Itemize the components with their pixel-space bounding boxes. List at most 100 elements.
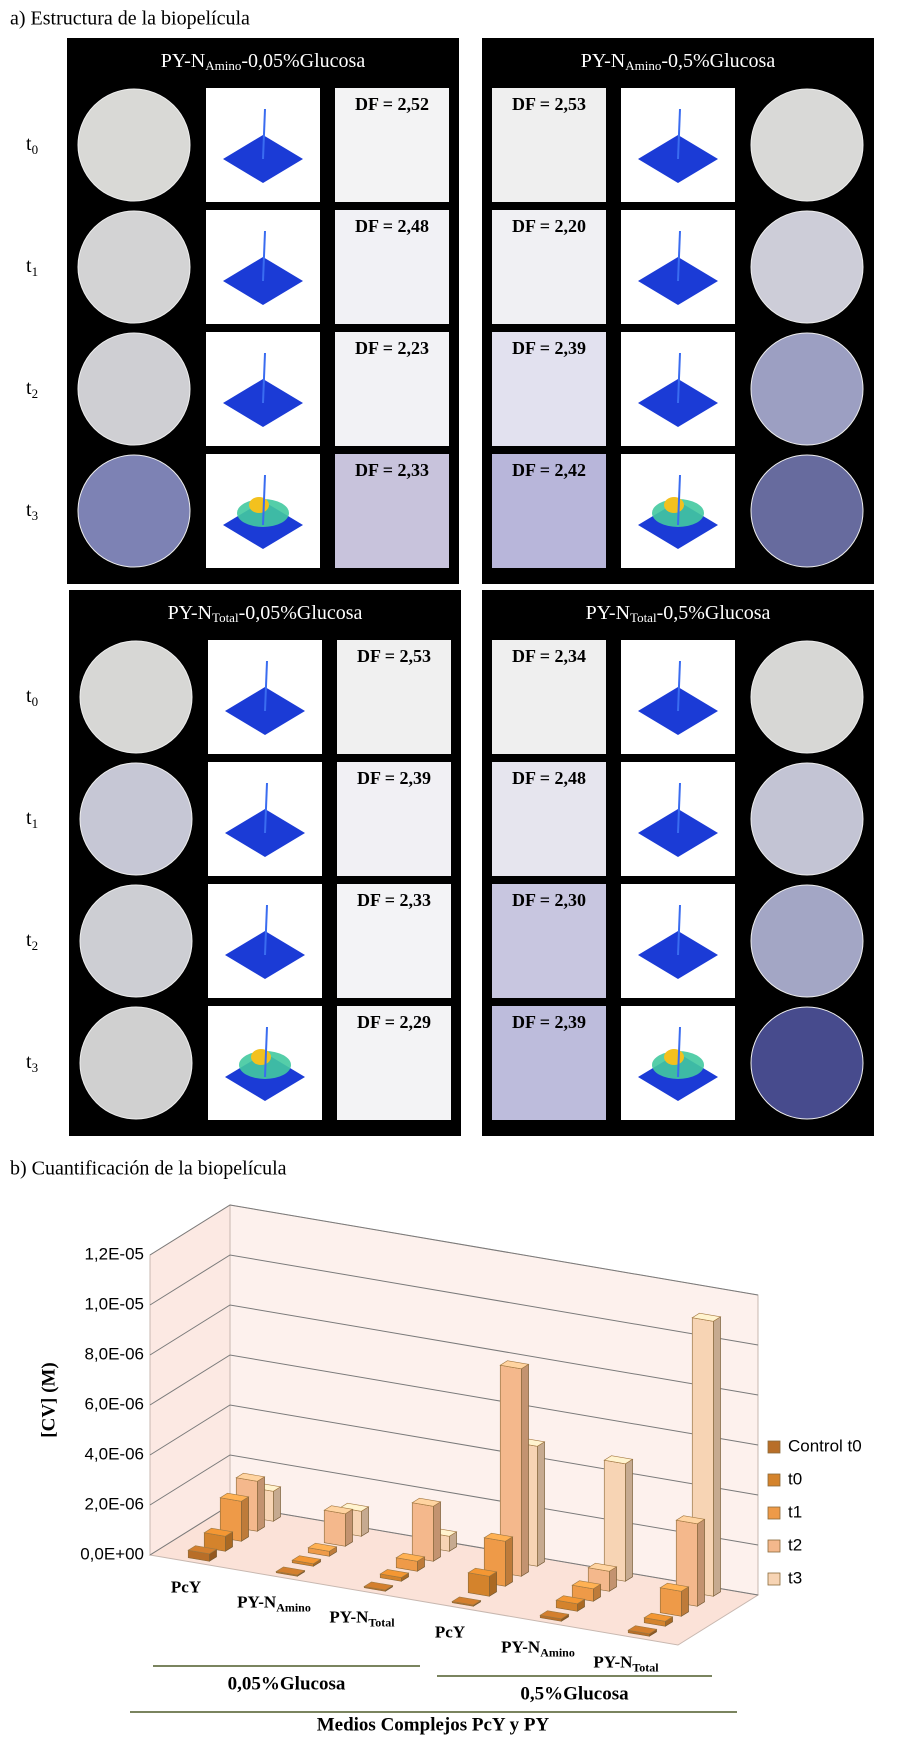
bar-top: [467, 1567, 498, 1577]
legend-label: t2: [788, 1535, 802, 1554]
df-label: DF = 2,29: [357, 1012, 431, 1032]
legend-swatch: [767, 1440, 781, 1454]
row-sub: 0: [32, 694, 39, 709]
bar-top: [691, 1312, 722, 1322]
panel-title: PY-NTotal-0,05%Glucosa: [168, 602, 363, 625]
df-label: DF = 2,48: [355, 216, 429, 236]
title-part: -0,05%Glucosa: [241, 50, 365, 72]
surface-spike: [264, 660, 268, 712]
grayscale-image: [492, 1006, 606, 1120]
bar-side: [361, 1506, 369, 1537]
surface-spike: [264, 782, 268, 834]
micrograph: [79, 1006, 193, 1120]
row-sub: 1: [32, 816, 39, 831]
bar-top: [203, 1527, 234, 1537]
x-tick-label: PY-NAmino: [501, 1637, 575, 1659]
category-name: PY-N: [237, 1592, 277, 1611]
x-tick-label: PY-NAmino: [237, 1592, 311, 1614]
surface-spike: [677, 904, 681, 956]
grayscale-image: [337, 640, 451, 754]
bar: [659, 1587, 682, 1617]
surface-spike: [262, 352, 266, 404]
bar-top: [571, 1580, 602, 1590]
grayscale-image: [337, 884, 451, 998]
micrograph: [79, 884, 193, 998]
bar-side: [273, 1486, 281, 1522]
micrograph: [79, 762, 193, 876]
bar-side: [537, 1441, 545, 1567]
y-tick-label: 1,0E-05: [84, 1294, 144, 1313]
grayscale-image: [335, 210, 449, 324]
surface-spike: [262, 230, 266, 282]
row-main: t: [26, 807, 32, 829]
bar-side: [713, 1316, 721, 1597]
row-sub: 1: [32, 264, 39, 279]
bar-side: [681, 1586, 689, 1617]
grid-line: [149, 1404, 759, 1496]
bar-side: [505, 1536, 513, 1587]
bar-side: [433, 1501, 441, 1562]
row-label: t3: [26, 499, 38, 523]
title-sub: Amino: [205, 58, 241, 73]
bar-top: [187, 1545, 218, 1555]
grayscale-image: [492, 454, 606, 568]
bar-top: [395, 1552, 426, 1562]
category-name: PcY: [435, 1622, 465, 1641]
category-sub: Amino: [276, 1600, 311, 1614]
df-label: DF = 2,39: [512, 338, 586, 358]
title-sub: Total: [212, 610, 239, 625]
row-main: t: [26, 685, 32, 707]
df-label: DF = 2,42: [512, 460, 586, 480]
panel-title: PY-NTotal-0,5%Glucosa: [586, 602, 771, 625]
df-label: DF = 2,34: [512, 646, 586, 666]
micrograph: [750, 640, 864, 754]
grayscale-image: [335, 88, 449, 202]
x-tick-label: PcY: [435, 1622, 465, 1641]
part-b-label: b) Cuantificación de la biopelícula: [10, 1158, 287, 1180]
surface-peak: [664, 497, 684, 513]
row-sub: 2: [32, 938, 39, 953]
micrograph: [750, 332, 864, 446]
legend-label: t3: [788, 1568, 802, 1587]
bar-top: [411, 1497, 442, 1507]
row-sub: 3: [32, 508, 39, 523]
row-label: t0: [26, 685, 38, 709]
category-name: PY-N: [593, 1652, 633, 1671]
category-name: PY-N: [501, 1637, 541, 1656]
row-main: t: [26, 255, 32, 277]
bar-top: [339, 1502, 370, 1512]
group-label: 0,05%Glucosa: [228, 1673, 346, 1694]
legend-label: t0: [788, 1469, 802, 1488]
row-main: t: [26, 499, 32, 521]
y-tick-label: 2,0E-06: [84, 1494, 144, 1513]
legend-label: t1: [788, 1502, 802, 1521]
surface-spike: [677, 352, 681, 404]
df-label: DF = 2,23: [355, 338, 429, 358]
row-label: t3: [26, 1051, 38, 1075]
bar: [323, 1509, 346, 1547]
bar: [411, 1502, 434, 1562]
y-tick-label: 8,0E-06: [84, 1344, 144, 1363]
df-label: DF = 2,53: [357, 646, 431, 666]
grayscale-image: [335, 332, 449, 446]
df-label: DF = 2,39: [512, 1012, 586, 1032]
x-tick-label: PcY: [171, 1577, 201, 1596]
grid-line: [149, 1204, 759, 1296]
panel-title: PY-NAmino-0,5%Glucosa: [581, 50, 776, 73]
category-name: PY-N: [329, 1607, 369, 1626]
bar-top: [363, 1581, 394, 1591]
bar-top: [379, 1569, 410, 1578]
row-label: t1: [26, 807, 38, 831]
micrograph: [77, 332, 191, 446]
grayscale-image: [492, 762, 606, 876]
group-label: 0,5%Glucosa: [520, 1683, 629, 1704]
bar-side: [241, 1496, 249, 1542]
bar-side: [697, 1518, 705, 1607]
bar: [603, 1459, 626, 1582]
row-main: t: [26, 133, 32, 155]
micrograph: [750, 210, 864, 324]
grid-line: [149, 1304, 759, 1396]
micrograph: [79, 640, 193, 754]
title-part: -0,05%Glucosa: [239, 602, 363, 624]
grid-line: [149, 1254, 759, 1346]
